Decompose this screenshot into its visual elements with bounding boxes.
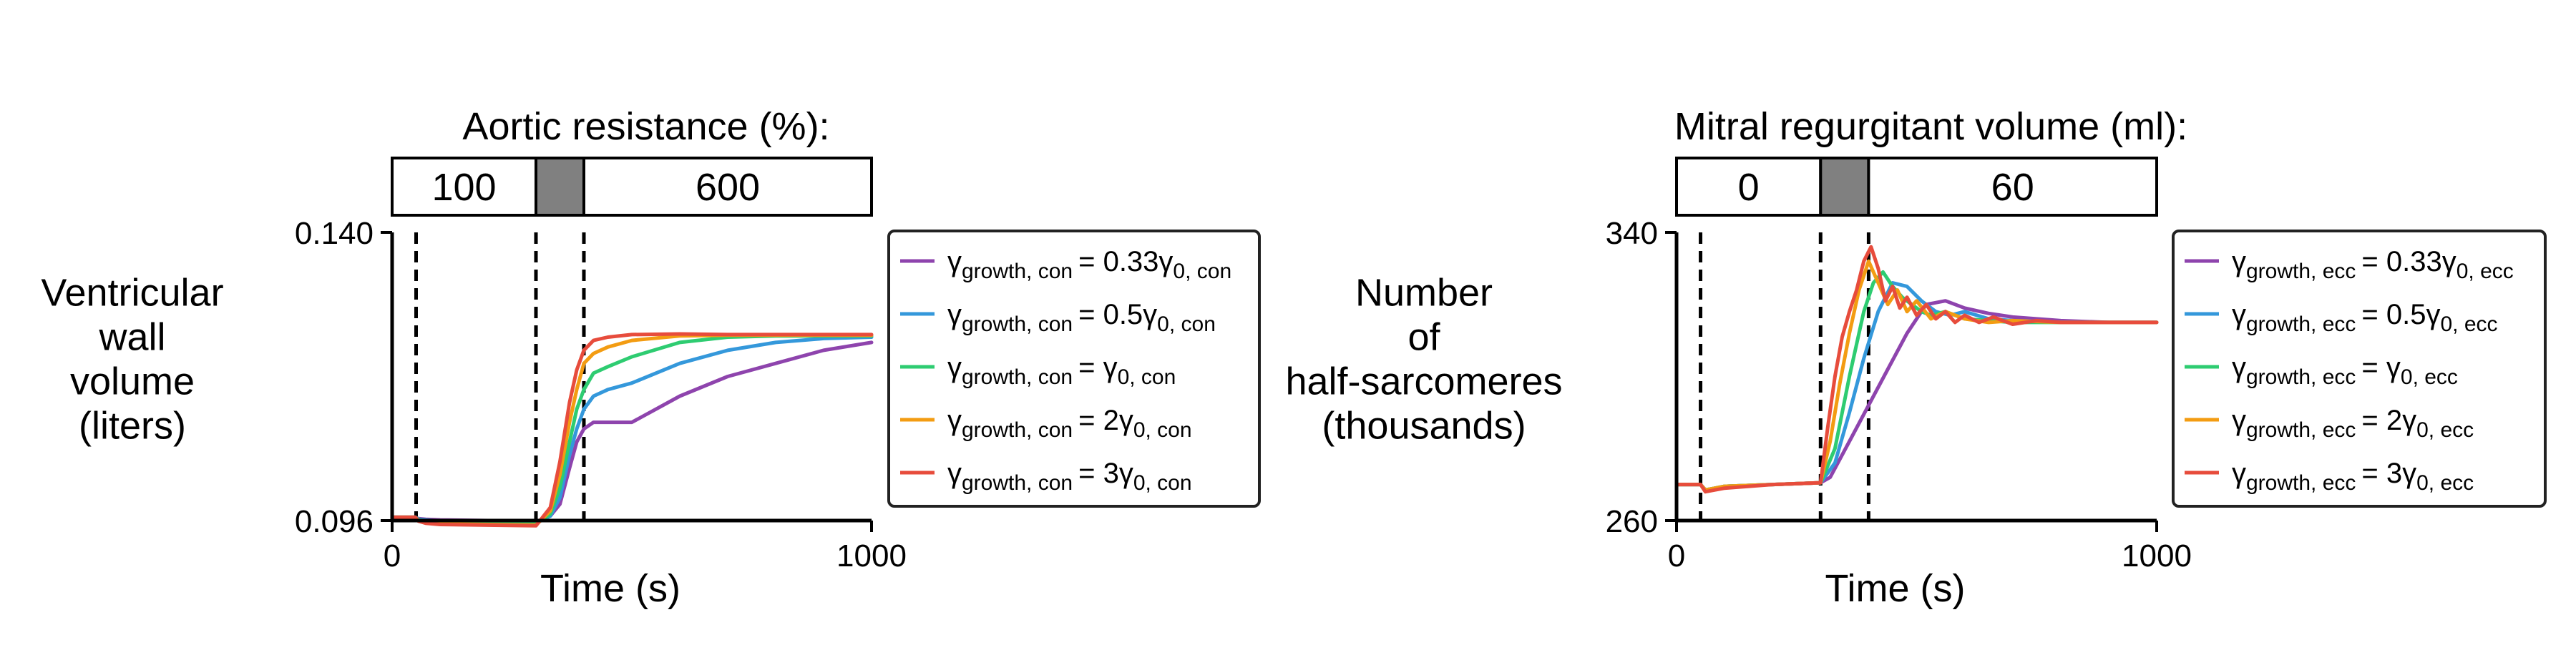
y-axis-title-line: wall — [98, 316, 165, 359]
legend-symbol: γ — [947, 405, 962, 436]
condition-segment-label: 100 — [431, 166, 496, 209]
legend-value: = 0.33γ — [1078, 246, 1173, 277]
x-tick-label: 1000 — [836, 538, 907, 573]
series-line-0 — [1674, 299, 2159, 492]
series-line-3 — [390, 333, 874, 527]
legend-value-subscript: 0, ecc — [2416, 418, 2474, 442]
legend-entry-4: γgrowth, con = 3γ0, con — [947, 458, 1192, 495]
legend-symbol: γ — [947, 458, 962, 489]
series-line-4 — [390, 332, 874, 528]
legend-value: = 0.33γ — [2361, 246, 2456, 277]
x-tick-label: 0 — [384, 538, 401, 573]
legend-value: = 0.5γ — [2361, 299, 2440, 330]
y-tick-label: 260 — [1606, 504, 1658, 539]
condition-segment — [1867, 157, 2158, 217]
y-axis-title-line: (thousands) — [1322, 405, 1526, 448]
legend-value: = 0.5γ — [1078, 299, 1157, 330]
legend-subscript: growth, ecc — [2246, 418, 2356, 442]
condition-segment — [582, 157, 873, 217]
legend-subscript: growth, con — [962, 365, 1073, 389]
legend-subscript: growth, ecc — [2246, 312, 2356, 336]
condition-segment — [391, 157, 537, 217]
x-axis-title: Time (s) — [1825, 567, 1966, 610]
legend-entry-4: γgrowth, ecc = 3γ0, ecc — [2232, 458, 2474, 495]
legend-value: = 2γ — [2361, 405, 2416, 436]
legend-symbol: γ — [2232, 405, 2246, 436]
legend-value-subscript: 0, con — [1118, 365, 1176, 389]
y-tick-label: 0.140 — [295, 216, 374, 251]
y-axis-title: Ventricular wall volume (liters) — [41, 272, 223, 448]
legend-value-subscript: 0, ecc — [2440, 312, 2497, 336]
legend-value-subscript: 0, con — [1157, 312, 1216, 336]
y-tick-label: 340 — [1606, 216, 1658, 251]
legend-entry-2: γgrowth, con = γ0, con — [947, 352, 1176, 389]
legend-symbol: γ — [2232, 299, 2246, 330]
condition-segment-label: 60 — [1991, 166, 2034, 209]
legend-value-subscript: 0, con — [1173, 260, 1231, 283]
legend-symbol: γ — [2232, 246, 2246, 277]
x-tick-label: 0 — [1668, 538, 1685, 573]
legend-subscript: growth, con — [962, 418, 1073, 442]
x-axis-title: Time (s) — [540, 567, 680, 610]
legend-value: = γ — [2361, 352, 2400, 383]
condition-segment-label: 0 — [1738, 166, 1760, 209]
legend-value: = 2γ — [1078, 405, 1133, 436]
panel-header: Mitral regurgitant volume (ml): — [1674, 105, 2187, 148]
y-axis-title-line: of — [1407, 316, 1440, 359]
chart-panel-0: Aortic resistance (%): 100 600 0.096 0.140 0 1… — [41, 105, 1261, 610]
panel-header: Aortic resistance (%): — [462, 105, 829, 148]
legend-entry-1: γgrowth, ecc = 0.5γ0, ecc — [2232, 299, 2498, 336]
legend-symbol: γ — [947, 352, 962, 383]
series-line-1 — [390, 335, 874, 526]
series-line-4 — [1674, 245, 2159, 494]
legend-entry-3: γgrowth, con = 2γ0, con — [947, 405, 1192, 442]
legend-value: = 3γ — [2361, 458, 2416, 489]
legend-value-subscript: 0, ecc — [2457, 260, 2514, 283]
condition-segment — [535, 157, 585, 217]
legend-value-subscript: 0, ecc — [2416, 471, 2474, 495]
y-tick-label: 0.096 — [295, 504, 374, 539]
series-line-3 — [1674, 259, 2159, 492]
condition-segment-label: 600 — [696, 166, 760, 209]
legend-value-subscript: 0, ecc — [2401, 365, 2458, 389]
y-axis-title-line: Number — [1355, 272, 1493, 315]
legend-symbol: γ — [947, 246, 962, 277]
legend-entry-2: γgrowth, ecc = γ0, ecc — [2232, 352, 2458, 389]
legend-subscript: growth, ecc — [2246, 365, 2356, 389]
legend-value-subscript: 0, con — [1133, 418, 1192, 442]
series-line-2 — [390, 334, 874, 526]
chart-panel-1: Mitral regurgitant volume (ml): 0 60 260 340… — [1285, 105, 2547, 610]
legend-entry-0: γgrowth, ecc = 0.33γ0, ecc — [2232, 246, 2514, 283]
series-line-2 — [1674, 270, 2159, 492]
legend-value: = 3γ — [1078, 458, 1133, 489]
legend-entry-0: γgrowth, con = 0.33γ0, con — [947, 246, 1231, 283]
condition-segment — [1819, 157, 1870, 217]
y-axis-title-line: Ventricular — [41, 272, 223, 315]
legend-subscript: growth, ecc — [2246, 260, 2356, 283]
y-axis-title-line: volume — [70, 360, 195, 403]
legend-subscript: growth, con — [962, 312, 1073, 336]
legend-symbol: γ — [2232, 458, 2246, 489]
legend-subscript: growth, ecc — [2246, 471, 2356, 495]
y-axis-title-line: (liters) — [79, 405, 186, 448]
legend-box — [2172, 230, 2547, 508]
legend-value-subscript: 0, con — [1133, 471, 1192, 495]
legend-box — [887, 230, 1261, 508]
legend-entry-3: γgrowth, ecc = 2γ0, ecc — [2232, 405, 2474, 442]
legend-value: = γ — [1078, 352, 1117, 383]
legend-subscript: growth, con — [962, 471, 1073, 495]
y-axis-title-line: half-sarcomeres — [1285, 360, 1562, 403]
legend-entry-1: γgrowth, con = 0.5γ0, con — [947, 299, 1216, 336]
legend-subscript: growth, con — [962, 260, 1073, 283]
x-tick-label: 1000 — [2122, 538, 2192, 573]
series-line-0 — [390, 340, 874, 524]
condition-segment — [1675, 157, 1823, 217]
legend-symbol: γ — [947, 299, 962, 330]
legend-symbol: γ — [2232, 352, 2246, 383]
y-axis-title: Number of half-sarcomeres (thousands) — [1285, 272, 1562, 448]
